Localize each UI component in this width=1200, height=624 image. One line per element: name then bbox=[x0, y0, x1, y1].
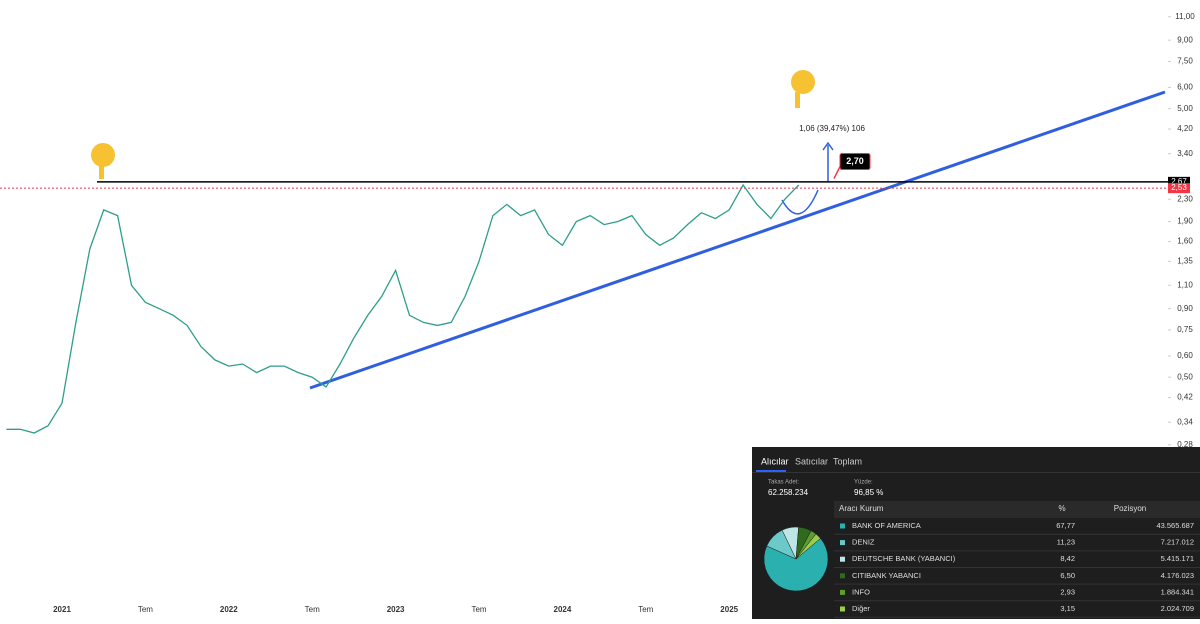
row-percent: 6,50 bbox=[1060, 571, 1075, 580]
row-percent: 3,15 bbox=[1060, 604, 1075, 613]
stat-value: 96,85 % bbox=[854, 488, 883, 497]
row-swatch bbox=[840, 556, 845, 562]
row-name: DENIZ bbox=[852, 538, 875, 547]
row-swatch bbox=[840, 540, 845, 546]
column-header: Pozisyon bbox=[1114, 504, 1146, 513]
y-tick-label: 0,90 bbox=[1177, 304, 1193, 313]
broker-panel: Alıcılar Satıcılar Toplam Takas Adet: 62.258… bbox=[752, 447, 1200, 619]
y-tick-label: 2,30 bbox=[1177, 194, 1193, 203]
x-tick-label: 2025 bbox=[720, 605, 738, 614]
stat-label: Yüzde: bbox=[854, 480, 873, 486]
row-swatch bbox=[840, 573, 845, 579]
y-tick-label: 1,90 bbox=[1177, 217, 1193, 226]
y-tick-label: 4,20 bbox=[1177, 124, 1193, 133]
trend-line bbox=[309, 90, 1166, 390]
row-name: CITIBANK YABANCI bbox=[852, 571, 921, 580]
row-position: 5.415.171 bbox=[1161, 554, 1194, 563]
x-tick-label: Tem bbox=[138, 605, 153, 614]
x-tick-label: 2024 bbox=[554, 605, 572, 614]
x-tick-label: 2021 bbox=[53, 605, 71, 614]
y-tick-label: 0,28 bbox=[1177, 440, 1193, 449]
x-tick-label: 2023 bbox=[387, 605, 405, 614]
pie-slice bbox=[763, 538, 829, 592]
row-swatch bbox=[840, 523, 845, 529]
column-header: % bbox=[1058, 504, 1065, 513]
price-tag bbox=[1168, 183, 1190, 194]
row-name: Diğer bbox=[852, 604, 870, 613]
price-tag-label: 2,53 bbox=[1171, 183, 1187, 192]
y-tick-label: 5,00 bbox=[1177, 104, 1193, 113]
y-tick-label: 7,50 bbox=[1177, 57, 1193, 66]
pointer-icon bbox=[91, 70, 815, 179]
stat-value: 62.258.234 bbox=[768, 488, 809, 497]
row-percent: 67,77 bbox=[1056, 521, 1075, 530]
x-tick-label: 2022 bbox=[220, 605, 238, 614]
row-position: 1.884.341 bbox=[1161, 587, 1194, 596]
row-percent: 8,42 bbox=[1060, 554, 1075, 563]
y-tick-label: 0,50 bbox=[1177, 372, 1193, 381]
y-tick-label: 11,00 bbox=[1175, 12, 1195, 21]
y-tick-label: 9,00 bbox=[1177, 35, 1193, 44]
y-tick-label: 1,60 bbox=[1177, 237, 1193, 246]
arrow-head bbox=[822, 141, 834, 151]
row-position: 43.565.687 bbox=[1156, 521, 1194, 530]
row-name: INFO bbox=[852, 587, 870, 596]
y-tick-label: 3,40 bbox=[1177, 149, 1193, 158]
tab[interactable]: Satıcılar bbox=[795, 456, 828, 466]
y-tick-label: 0,60 bbox=[1177, 351, 1193, 360]
y-tick-label: 0,34 bbox=[1177, 417, 1193, 426]
annotation-box bbox=[839, 153, 871, 171]
y-tick-label: 6,00 bbox=[1177, 83, 1193, 92]
measure-label: 1,06 (39,47%) 106 bbox=[799, 124, 865, 133]
y-tick-label: 0,42 bbox=[1177, 393, 1193, 402]
row-percent: 2,93 bbox=[1060, 587, 1075, 596]
row-position: 2.024.709 bbox=[1161, 604, 1194, 613]
row-position: 4.176.023 bbox=[1161, 571, 1194, 580]
x-tick-label: Tem bbox=[471, 605, 486, 614]
tab[interactable]: Alıcılar bbox=[761, 456, 789, 466]
row-swatch bbox=[840, 606, 845, 612]
price-tag-label: 2,67 bbox=[1171, 177, 1187, 186]
price-line bbox=[6, 183, 800, 434]
row-swatch bbox=[840, 589, 845, 595]
row-position: 7.217.012 bbox=[1161, 538, 1194, 547]
y-tick-label: 1,35 bbox=[1177, 256, 1193, 265]
row-name: BANK OF AMERICA bbox=[852, 521, 921, 530]
y-tick-label: 1,10 bbox=[1177, 280, 1193, 289]
x-tick-label: Tem bbox=[305, 605, 320, 614]
tab[interactable]: Toplam bbox=[833, 456, 862, 466]
row-name: DEUTSCHE BANK (YABANCI) bbox=[852, 554, 956, 563]
stat-label: Takas Adet: bbox=[768, 480, 799, 486]
y-tick-label: 0,75 bbox=[1177, 325, 1193, 334]
price-tag bbox=[1168, 176, 1190, 187]
cup-curve bbox=[781, 189, 819, 215]
column-header: Aracı Kurum bbox=[839, 504, 884, 513]
annotation-label: 2,70 bbox=[846, 156, 864, 166]
pie-slice bbox=[795, 533, 821, 560]
x-tick-label: Tem bbox=[638, 605, 653, 614]
row-percent: 11,23 bbox=[1057, 538, 1075, 547]
